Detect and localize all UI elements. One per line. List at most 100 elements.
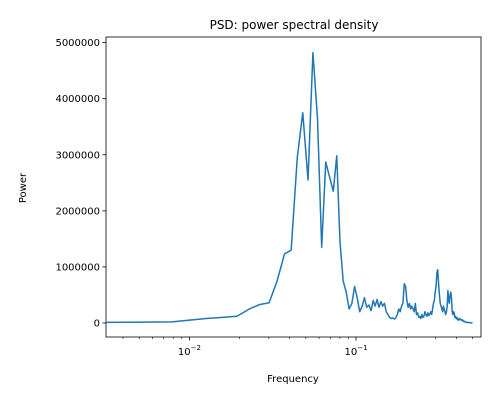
data-point-0-21 (339, 241, 340, 242)
chart-title: PSD: power spectral density (210, 18, 379, 32)
x-tick-label-exponent-1: −1 (357, 344, 367, 352)
data-point-0-77 (430, 311, 431, 312)
data-point-0-56 (408, 307, 409, 308)
data-point-0-57 (409, 303, 410, 304)
data-point-0-8 (277, 280, 278, 281)
data-point-0-45 (392, 317, 393, 318)
data-point-0-78 (431, 314, 432, 315)
data-point-0-113 (457, 318, 458, 319)
data-point-0-105 (452, 314, 453, 315)
data-point-0-106 (453, 311, 454, 312)
x-axis-label: Frequency (267, 374, 319, 385)
data-point-0-38 (380, 301, 381, 302)
data-point-0-101 (449, 294, 450, 295)
data-point-0-13 (307, 179, 308, 180)
data-point-0-42 (387, 314, 388, 315)
data-point-0-62 (415, 303, 416, 304)
y-tick-label-2: 2000000 (55, 206, 100, 217)
data-point-0-100 (449, 303, 450, 304)
data-point-0-46 (394, 318, 395, 319)
data-point-0-69 (422, 317, 423, 318)
x-tick-label-0: 10−2 (178, 344, 201, 358)
data-point-0-3 (222, 317, 223, 318)
series-points-0 (105, 52, 473, 323)
data-point-0-26 (354, 286, 355, 287)
data-point-0-94 (444, 311, 445, 312)
data-point-0-96 (446, 311, 447, 312)
data-point-0-110 (456, 318, 457, 319)
series-line-0 (105, 51, 474, 324)
x-tick-label-base-0: 10 (178, 347, 191, 358)
data-point-0-93 (444, 308, 445, 309)
data-point-0-109 (455, 316, 456, 317)
data-point-0-139 (472, 322, 473, 323)
data-point-0-108 (454, 317, 455, 318)
data-point-0-12 (302, 112, 303, 113)
data-point-0-17 (325, 161, 326, 162)
x-tick-label-exponent-0: −2 (191, 344, 201, 352)
data-point-0-20 (336, 155, 337, 156)
data-point-0-66 (419, 316, 420, 317)
data-point-0-24 (349, 308, 350, 309)
data-point-0-85 (437, 269, 438, 270)
data-point-0-63 (416, 314, 417, 315)
y-axis-label: Power (18, 172, 29, 203)
data-point-0-89 (440, 306, 441, 307)
data-point-0-10 (291, 249, 292, 250)
data-point-0-37 (378, 307, 379, 308)
data-point-0-4 (236, 316, 237, 317)
data-point-0-11 (297, 157, 298, 158)
data-point-0-16 (321, 247, 322, 248)
data-point-0-75 (428, 315, 429, 316)
data-point-0-39 (382, 306, 383, 307)
data-point-0-31 (366, 307, 367, 308)
data-point-0-47 (395, 317, 396, 318)
data-point-0-65 (418, 317, 419, 318)
data-point-0-15 (317, 118, 318, 119)
data-point-0-119 (461, 319, 462, 320)
data-point-0-80 (433, 303, 434, 304)
y-tick-label-3: 3000000 (55, 150, 100, 161)
data-point-0-33 (370, 310, 371, 311)
data-point-0-82 (435, 292, 436, 293)
data-point-0-70 (423, 316, 424, 317)
data-point-0-44 (391, 318, 392, 319)
data-point-0-41 (386, 311, 387, 312)
data-point-0-2 (206, 318, 207, 319)
data-point-0-59 (411, 306, 412, 307)
data-point-0-30 (364, 297, 365, 298)
data-point-0-74 (427, 312, 428, 313)
data-point-0-102 (450, 292, 451, 293)
data-point-0-91 (442, 311, 443, 312)
data-point-0-43 (389, 317, 390, 318)
data-point-0-60 (412, 308, 413, 309)
data-point-0-25 (351, 303, 352, 304)
data-point-0-81 (434, 300, 435, 301)
data-point-0-48 (397, 314, 398, 315)
data-point-0-34 (373, 300, 374, 301)
data-point-0-14 (312, 52, 313, 53)
data-point-0-98 (447, 290, 448, 291)
data-point-0-116 (459, 318, 460, 319)
data-point-0-79 (432, 308, 433, 309)
data-point-0-103 (451, 297, 452, 298)
data-point-0-92 (443, 306, 444, 307)
data-point-0-104 (452, 311, 453, 312)
y-tick-label-5: 5000000 (55, 38, 100, 49)
axes-frame (105, 36, 482, 338)
x-tick-label-base-1: 10 (345, 347, 358, 358)
data-point-0-61 (414, 311, 415, 312)
x-tick-label-1: 10−1 (345, 344, 368, 358)
data-point-0-52 (402, 303, 403, 304)
data-point-0-111 (456, 317, 457, 318)
data-point-0-7 (269, 302, 270, 303)
data-point-0-97 (447, 306, 448, 307)
data-point-0-1 (172, 321, 173, 322)
data-point-0-84 (436, 272, 437, 273)
data-point-0-107 (454, 312, 455, 313)
data-point-0-28 (359, 311, 360, 312)
data-point-0-58 (410, 308, 411, 309)
data-point-0-67 (420, 318, 421, 319)
data-point-0-54 (405, 286, 406, 287)
